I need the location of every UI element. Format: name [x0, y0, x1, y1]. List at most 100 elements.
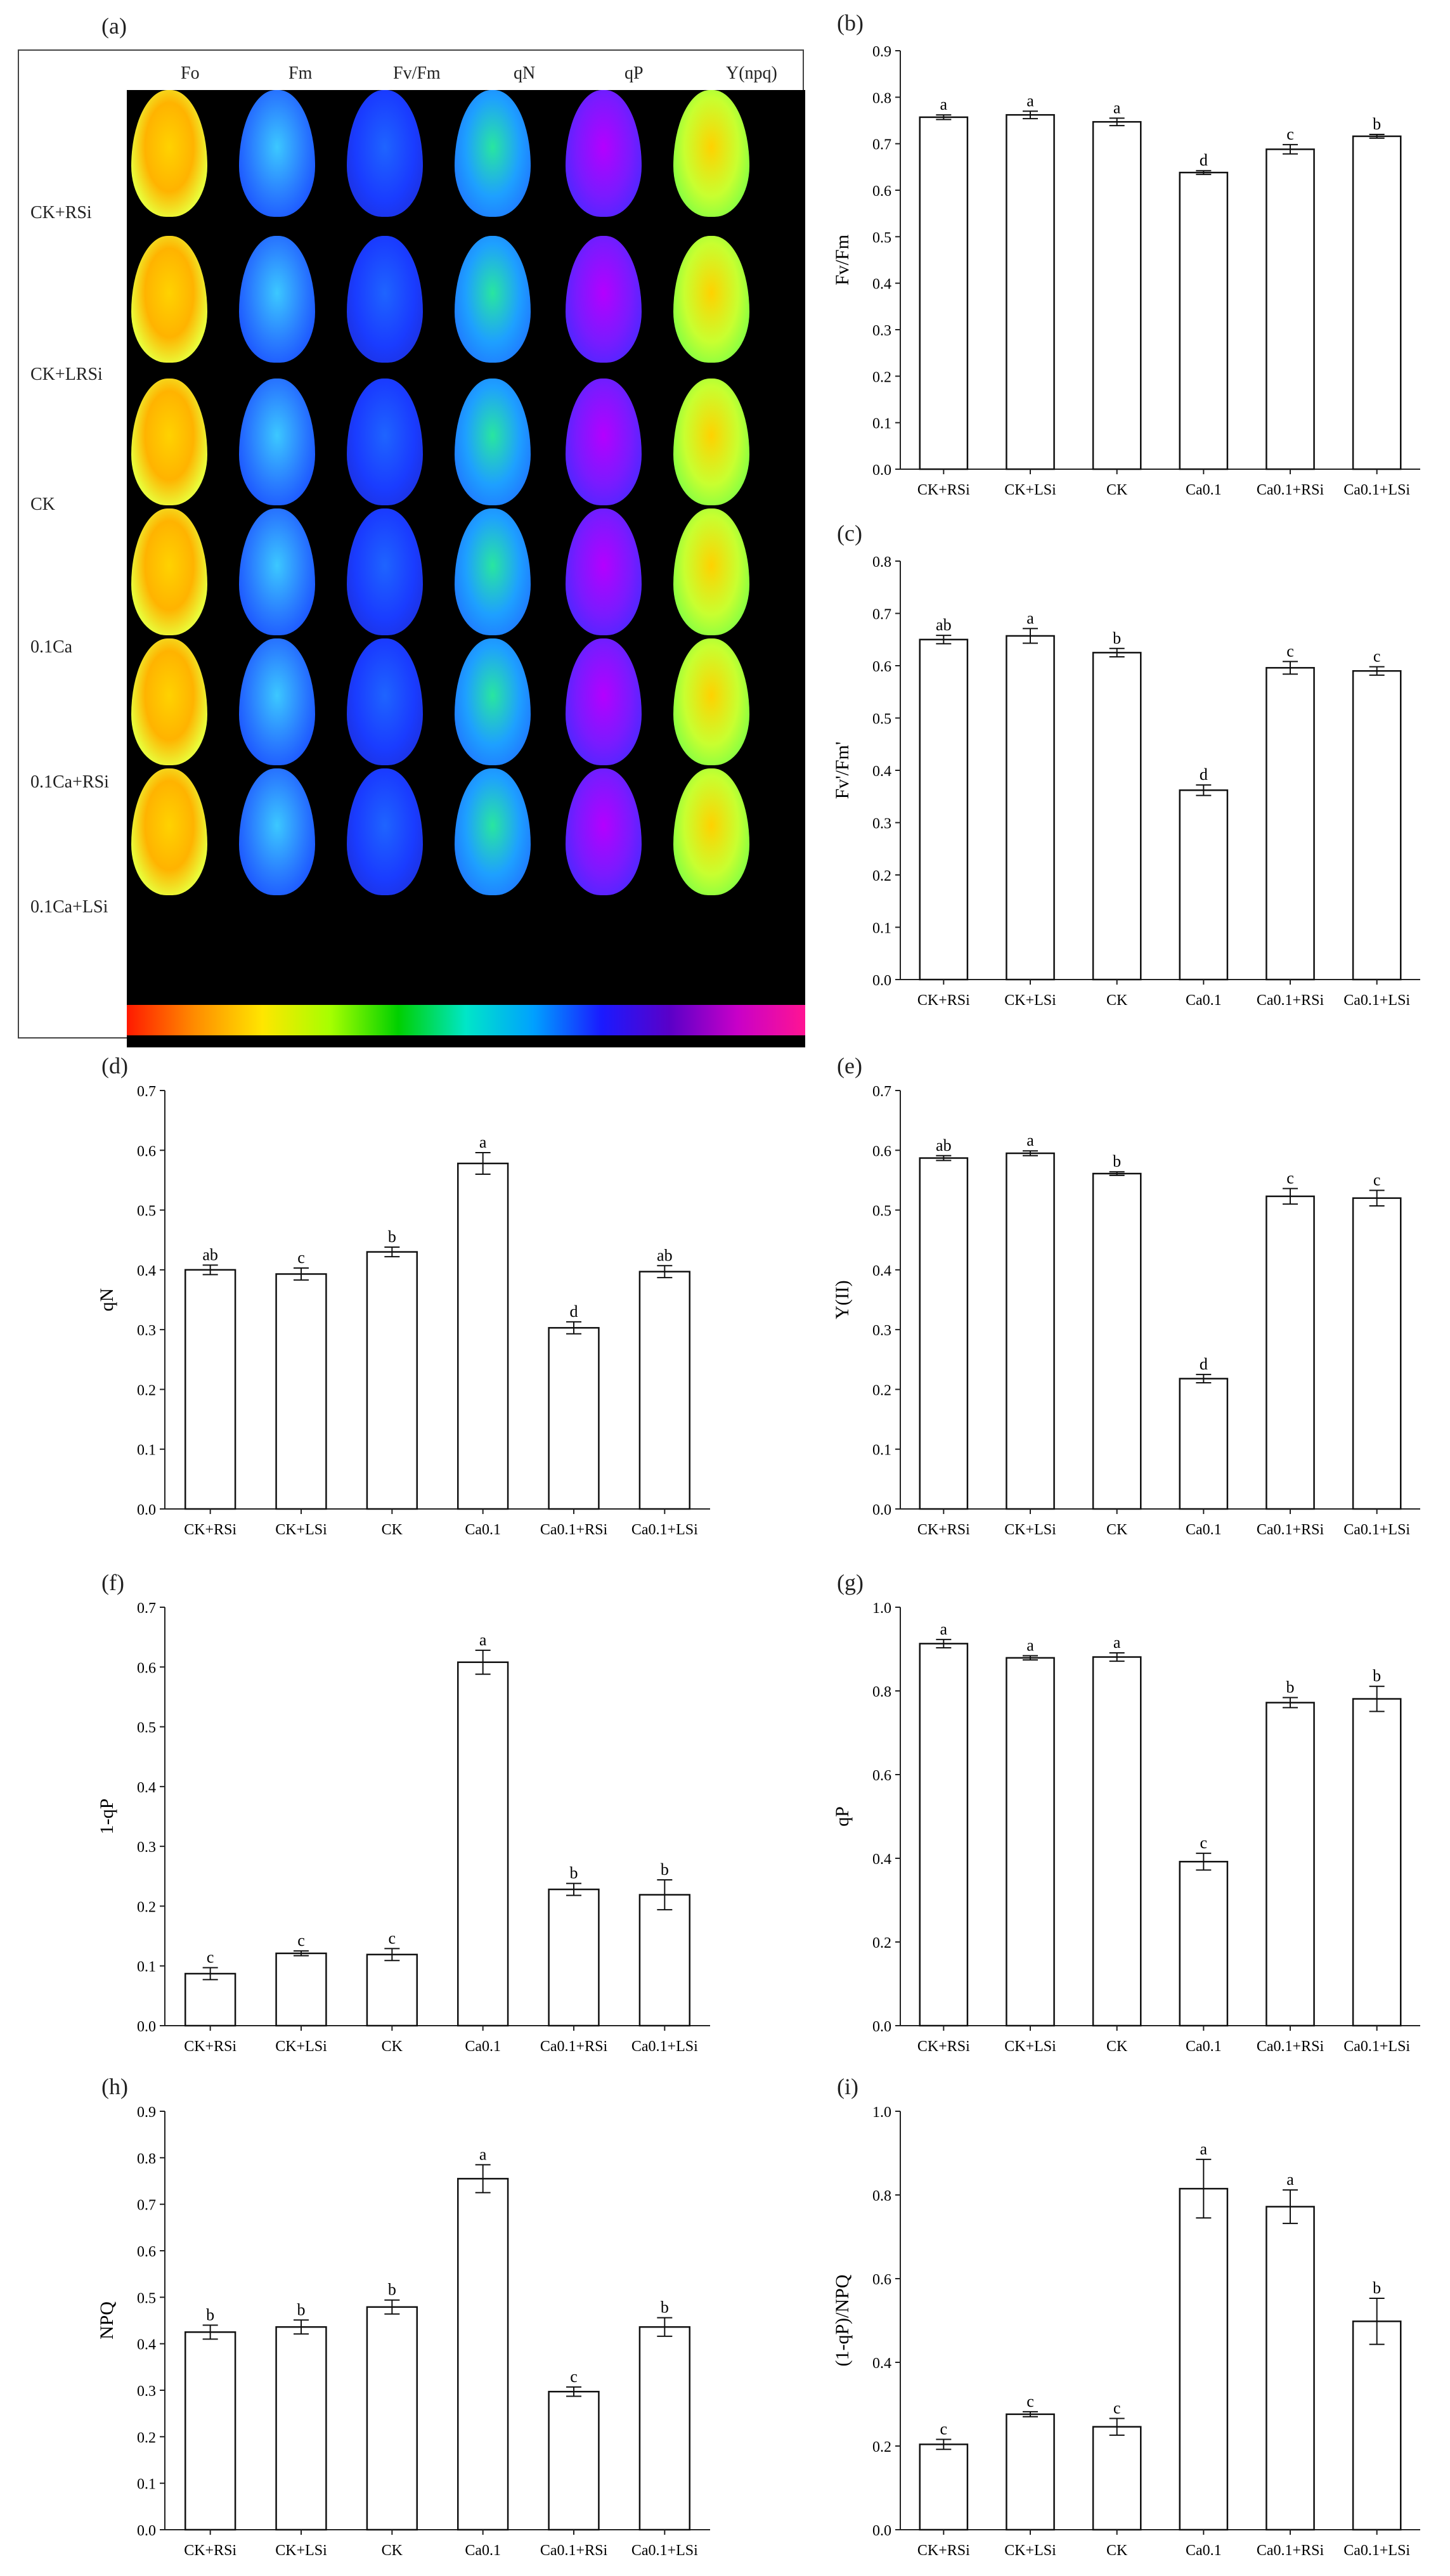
significance-letter: ab	[936, 616, 952, 634]
bar	[1266, 1195, 1315, 1510]
leaf-image	[131, 508, 207, 635]
bar	[1179, 1378, 1229, 1510]
y-tick-label: 0.7	[872, 137, 891, 153]
y-tick-label: 0.3	[137, 2383, 156, 2400]
bar	[1179, 171, 1229, 470]
leaf-image	[566, 236, 642, 363]
leaf-image	[239, 638, 315, 765]
y-axis-label: Fv'/Fm'	[832, 742, 853, 799]
x-tick-label: CK+LSi	[275, 2038, 327, 2055]
bar-chart-fv-fm-prime: Fv'/Fm'0.00.10.20.30.40.50.60.70.8abCK+R…	[832, 554, 1420, 1009]
colorbar	[127, 1005, 805, 1035]
y-tick-label: 0.0	[872, 973, 891, 989]
y-tick-label: 0.0	[872, 1502, 891, 1518]
significance-letter: c	[297, 1248, 305, 1267]
x-tick-label: CK	[1106, 1522, 1128, 1538]
leaf-image	[347, 768, 423, 895]
x-tick-label: CK+LSi	[1004, 992, 1056, 1009]
fluorescence-image-grid: Fo Fm Fv/Fm qN qP Y(npq) CK+RSi CK+LRSi …	[18, 49, 805, 1047]
significance-letter: a	[940, 95, 948, 113]
significance-letter: b	[1373, 2279, 1381, 2297]
x-tick-label: Ca0.1	[1186, 2038, 1222, 2055]
panel-label-b: (b)	[837, 10, 864, 36]
bar	[1352, 135, 1402, 470]
y-tick-label: 0.2	[872, 868, 891, 884]
x-tick-label: Ca0.1	[465, 2038, 501, 2055]
bar-chart-y-ii: Y(II) 0.0 0.1 0.2 0.3 0.4 0.5 0.6 0.7 ab CK+RSi a CK…	[832, 1084, 1420, 1538]
treatment-label-4: 0.1Ca	[30, 637, 73, 657]
significance-letter: b	[570, 1864, 578, 1882]
y-tick-label: 0.6	[137, 1143, 156, 1160]
significance-letter: d	[1200, 765, 1208, 784]
leaf-image	[566, 768, 642, 895]
bar	[919, 2443, 969, 2531]
significance-letter: b	[661, 2298, 669, 2317]
significance-letter: c	[389, 1929, 396, 1947]
param-label-fm: Fm	[288, 63, 313, 83]
y-tick-label: 0.5	[872, 711, 891, 728]
panel-label-a: (a)	[101, 13, 127, 39]
leaf-image	[566, 638, 642, 765]
leaf-image	[131, 379, 207, 505]
bar	[1006, 635, 1055, 981]
bar	[457, 1661, 509, 2027]
y-axis-label: NPQ	[96, 2301, 117, 2340]
y-tick-label: 0.4	[137, 2337, 156, 2353]
y-tick-label: 0.1	[872, 921, 891, 937]
bar	[1006, 2413, 1055, 2531]
leaf-image	[455, 508, 531, 635]
y-tick-label: 0.3	[137, 1323, 156, 1339]
x-tick-label: CK	[1106, 482, 1128, 498]
y-tick-label: 0.6	[137, 1660, 156, 1676]
leaf-image	[131, 90, 207, 217]
significance-letter: d	[1200, 151, 1208, 169]
leaf-image	[566, 90, 642, 217]
bar	[275, 2326, 327, 2531]
x-tick-label: Ca0.1+LSi	[631, 2038, 698, 2055]
bar	[1266, 1702, 1315, 2027]
significance-letter: b	[661, 1860, 669, 1879]
y-tick-label: 0.2	[137, 1899, 156, 1915]
y-tick-label: 0.3	[872, 816, 891, 832]
y-tick-label: 0.3	[872, 1323, 891, 1339]
x-tick-label: Ca0.1	[1186, 1522, 1222, 1538]
significance-letter: c	[1286, 642, 1294, 660]
y-tick-label: 0.8	[872, 90, 891, 107]
x-tick-label: CK	[1106, 2038, 1128, 2055]
bar	[184, 1269, 236, 1510]
y-tick-label: 0.2	[137, 1382, 156, 1399]
y-tick-label: 0.8	[872, 1684, 891, 1700]
y-tick-label: 0.0	[872, 2523, 891, 2539]
treatment-label-6: 0.1Ca+LSi	[30, 897, 108, 917]
param-label-fvfm: Fv/Fm	[393, 63, 441, 83]
significance-letter: b	[388, 1227, 396, 1246]
x-tick-label: CK+LSi	[1004, 2038, 1056, 2055]
y-tick-label: 0.1	[137, 2476, 156, 2493]
y-axis-label: (1-qP)/NPQ	[832, 2274, 853, 2366]
param-label-qp: qP	[625, 63, 644, 83]
y-tick-label: 0.9	[137, 2104, 156, 2121]
x-tick-label: Ca0.1+RSi	[540, 2542, 608, 2559]
y-tick-label: 0.3	[137, 1839, 156, 1856]
x-tick-label: Ca0.1+LSi	[1343, 992, 1410, 1009]
x-tick-label: CK+LSi	[1004, 482, 1056, 498]
y-tick-label: 0.2	[872, 2439, 891, 2456]
bar	[638, 1271, 691, 1510]
y-tick-label: 0.4	[137, 1780, 156, 1796]
significance-letter: b	[388, 2281, 396, 2299]
x-tick-label: CK+RSi	[917, 992, 970, 1009]
y-tick-label: 0.4	[872, 763, 891, 780]
bar	[1266, 667, 1315, 981]
y-tick-label: 0.4	[872, 1263, 891, 1279]
x-tick-label: Ca0.1+LSi	[1343, 2038, 1410, 2055]
x-tick-label: Ca0.1+RSi	[540, 2038, 608, 2055]
significance-letter: c	[1286, 125, 1294, 143]
y-tick-label: 0.2	[872, 1382, 891, 1399]
y-tick-label: 0.5	[872, 1203, 891, 1220]
leaf-image	[566, 508, 642, 635]
significance-letter: c	[1373, 1170, 1381, 1189]
bar	[919, 1157, 969, 1510]
bar	[919, 1643, 969, 2027]
bar-chart-fv-fm: Fv/Fm 0.0 0.1 0.2 0.3 0.4 0.5 0.6 0.7 0.8 0.9 a CK+R…	[832, 44, 1420, 498]
significance-letter: c	[570, 2367, 578, 2386]
